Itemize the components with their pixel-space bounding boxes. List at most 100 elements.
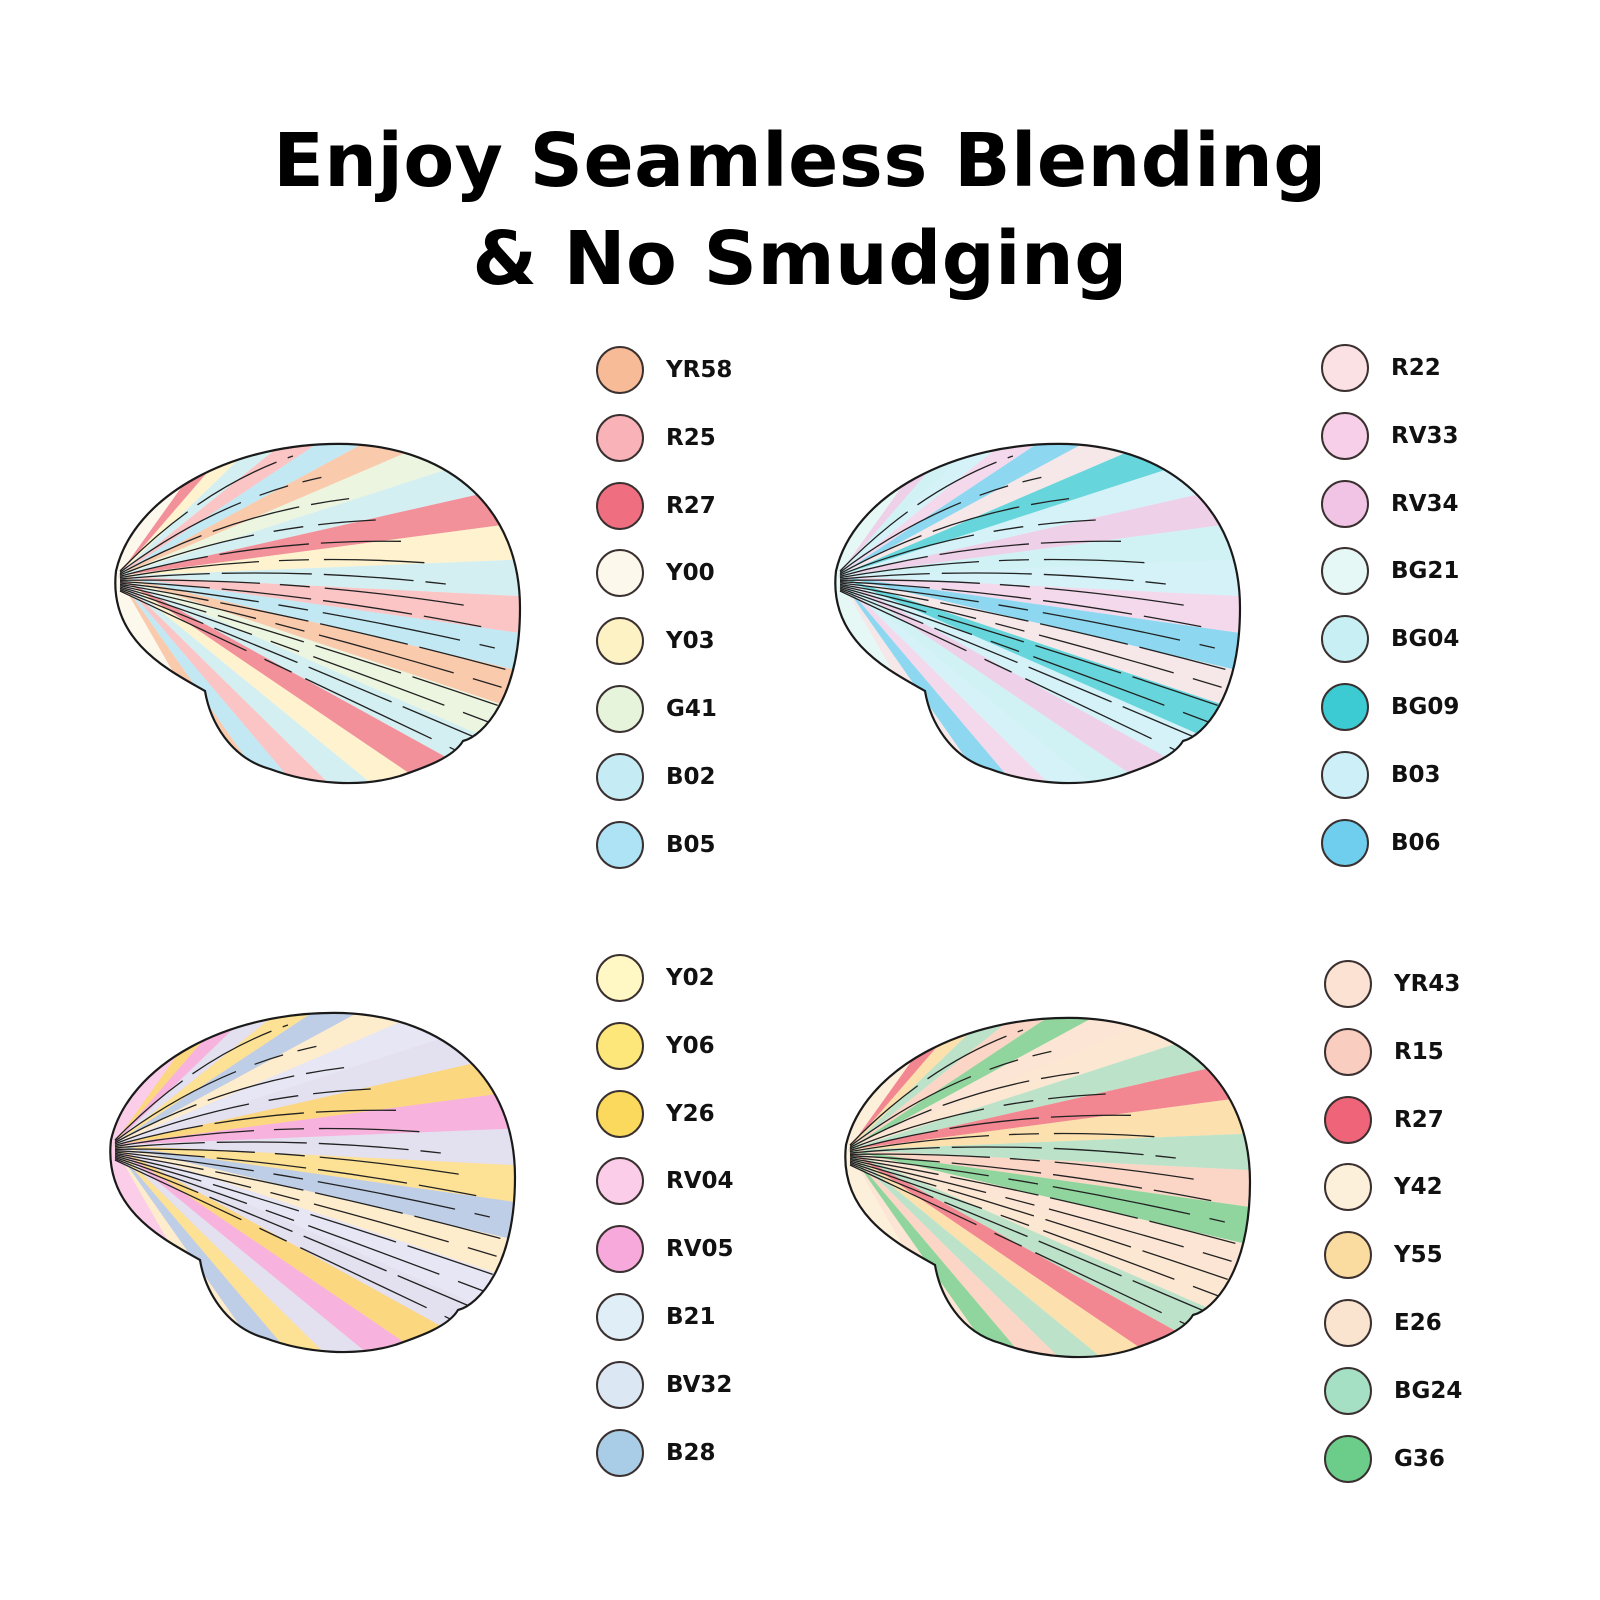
color-swatch: RV04 bbox=[596, 1157, 734, 1206]
color-band bbox=[118, 443, 520, 576]
swatch-code: R15 bbox=[1394, 1038, 1444, 1065]
shell-rib-line bbox=[119, 519, 376, 576]
color-band bbox=[838, 443, 1240, 576]
shell-rib-line bbox=[839, 583, 1226, 670]
color-band bbox=[838, 576, 1240, 650]
color-band bbox=[838, 576, 1240, 784]
shell-rib-line bbox=[119, 558, 425, 579]
color-swatch: Y03 bbox=[596, 617, 715, 666]
swatch-circle bbox=[596, 1428, 644, 1477]
swatch-code: B02 bbox=[666, 763, 716, 790]
color-band bbox=[118, 443, 520, 576]
shell-illustration bbox=[844, 1016, 1252, 1359]
color-band bbox=[848, 1017, 1222, 1150]
headline: Enjoy Seamless Blending & No Smudging bbox=[0, 112, 1600, 308]
shell-rib-line bbox=[849, 1050, 1052, 1147]
swatch-circle bbox=[596, 685, 644, 733]
color-swatch: R25 bbox=[596, 413, 716, 462]
color-swatch: Y26 bbox=[596, 1089, 715, 1138]
swatch-circle bbox=[1321, 750, 1369, 799]
swatch-code: Y42 bbox=[1394, 1174, 1443, 1201]
shell-rib-line bbox=[849, 1157, 1236, 1244]
swatch-code: Y02 bbox=[666, 965, 715, 991]
swatch-code: B05 bbox=[666, 831, 716, 858]
swatch-circle bbox=[596, 820, 644, 869]
swatch-circle bbox=[596, 1021, 644, 1070]
color-band bbox=[118, 576, 520, 784]
shell-rib-line bbox=[119, 589, 516, 756]
color-band bbox=[848, 1150, 1250, 1358]
shell-rib-line bbox=[839, 498, 1070, 575]
color-swatch: RV33 bbox=[1321, 411, 1459, 460]
color-band bbox=[118, 576, 520, 784]
headline-line-2: & No Smudging bbox=[472, 216, 1128, 302]
shell-rib-line bbox=[839, 455, 1014, 572]
swatch-code: BG21 bbox=[1391, 558, 1460, 585]
color-band bbox=[118, 443, 492, 576]
swatch-circle bbox=[1321, 411, 1369, 460]
color-swatch: B05 bbox=[596, 820, 716, 869]
shell-rib-line bbox=[114, 1152, 501, 1239]
swatch-code: RV05 bbox=[666, 1236, 734, 1263]
color-band bbox=[848, 1150, 1250, 1358]
color-swatch: Y55 bbox=[1324, 1231, 1443, 1280]
swatch-code: B06 bbox=[1391, 829, 1441, 856]
swatch-code: YR58 bbox=[666, 357, 733, 383]
shell-rib-line bbox=[849, 1153, 1195, 1180]
color-swatch: B06 bbox=[1321, 818, 1441, 867]
color-band bbox=[848, 1150, 1250, 1315]
shell-rib-line bbox=[114, 1151, 490, 1218]
swatch-circle bbox=[1324, 1027, 1372, 1076]
color-band bbox=[118, 576, 455, 784]
shell-illustration bbox=[114, 442, 522, 785]
shell-rib-line bbox=[119, 586, 518, 713]
shell-rib-line bbox=[839, 476, 1042, 573]
color-band bbox=[113, 1123, 515, 1171]
color-band bbox=[848, 1017, 1250, 1150]
shell-rib-line bbox=[114, 1155, 513, 1282]
swatch-circle bbox=[1321, 479, 1369, 528]
swatch-code: YR43 bbox=[1394, 971, 1461, 997]
color-band bbox=[838, 443, 1212, 576]
swatch-code: G41 bbox=[666, 696, 717, 722]
shell-rib-line bbox=[839, 585, 1234, 692]
shell-outline bbox=[844, 1016, 1252, 1359]
color-swatch: R27 bbox=[596, 481, 716, 530]
color-swatch: BG21 bbox=[1321, 547, 1460, 596]
shell-rib-line bbox=[839, 558, 1145, 579]
color-band bbox=[113, 1145, 515, 1310]
swatch-circle bbox=[1324, 1231, 1372, 1280]
swatch-circle bbox=[1324, 1163, 1372, 1212]
shell-rib-line bbox=[119, 579, 465, 606]
shell-rib-line bbox=[114, 1127, 420, 1148]
shell-rib-line bbox=[119, 585, 514, 692]
color-band bbox=[113, 1012, 515, 1145]
shell-rib-line bbox=[119, 582, 495, 649]
swatch-code: G36 bbox=[1394, 1445, 1445, 1472]
shell-rib-line bbox=[114, 1141, 441, 1154]
color-swatch: BG24 bbox=[1324, 1366, 1462, 1415]
color-band bbox=[838, 576, 1209, 784]
shell-rib-line bbox=[839, 586, 1238, 713]
swatch-code: Y03 bbox=[666, 628, 715, 655]
swatch-code: Y26 bbox=[666, 1100, 715, 1127]
shell-rib-line bbox=[849, 1146, 1176, 1159]
shell-rib-line bbox=[849, 1072, 1080, 1149]
color-band bbox=[113, 1012, 515, 1145]
shell-illustration bbox=[834, 442, 1242, 785]
shell-rib-line bbox=[849, 1029, 1024, 1146]
swatch-circle bbox=[596, 413, 644, 462]
swatch-circle bbox=[596, 549, 644, 598]
shell-outline bbox=[109, 1011, 517, 1354]
color-band bbox=[838, 576, 1240, 696]
color-swatch: Y42 bbox=[1324, 1163, 1443, 1212]
shell-rib-line bbox=[839, 582, 1215, 649]
color-swatch: RV34 bbox=[1321, 479, 1459, 528]
swatch-code: RV34 bbox=[1391, 490, 1459, 517]
shell-rib-line bbox=[114, 1024, 289, 1141]
color-band bbox=[113, 1012, 515, 1145]
shell-rib-line bbox=[114, 1158, 511, 1325]
swatch-circle bbox=[596, 954, 644, 1002]
color-band bbox=[838, 443, 1240, 576]
color-swatch: G41 bbox=[596, 685, 717, 733]
